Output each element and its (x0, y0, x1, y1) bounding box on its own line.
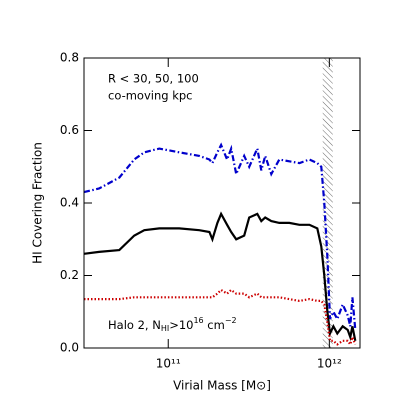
x-axis-label: Virial Mass [M⊙] (173, 379, 271, 393)
series-line (84, 288, 357, 347)
y-tick-label: 0.8 (60, 51, 79, 65)
shaded-region (322, 58, 333, 348)
y-tick-label: 0.0 (60, 341, 79, 355)
series-line (83, 211, 357, 342)
annotation: co-moving kpc (108, 89, 193, 103)
y-tick-label: 0.2 (60, 268, 79, 282)
x-tick-label: 10¹² (317, 357, 342, 371)
annotation: Halo 2, NHI>1016 cm−2 (108, 316, 237, 333)
series-line (83, 142, 357, 330)
y-axis-label: HI Covering Fraction (31, 142, 45, 264)
annotation: R < 30, 50, 100 (108, 72, 199, 86)
x-tick-label: 10¹¹ (156, 357, 181, 371)
y-tick-label: 0.4 (60, 196, 79, 210)
plot-frame (83, 57, 361, 349)
y-tick-label: 0.6 (60, 123, 79, 137)
